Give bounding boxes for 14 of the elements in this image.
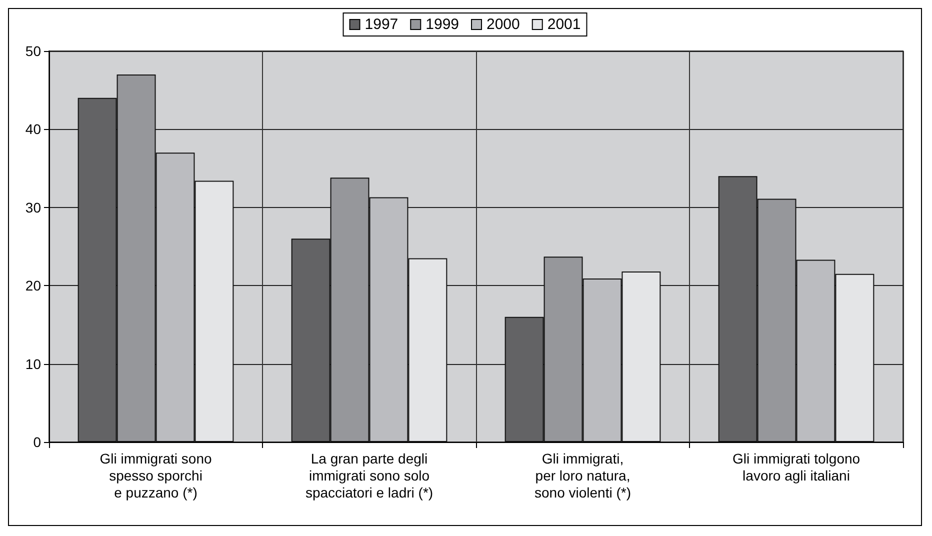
y-tick-label: 40 (25, 121, 42, 138)
legend-label: 2000 (486, 16, 520, 33)
x-tick-label: Gli immigrati sono spesso sporchi e puzzano (*) (100, 450, 212, 500)
legend-label: 1999 (426, 16, 460, 33)
x-tick-label: Gli immigrati tolgono lavoro agli italiani (732, 450, 860, 484)
y-tick-label: 30 (25, 199, 42, 216)
y-tick-label: 20 (25, 278, 42, 294)
x-tick-label: La gran parte degli immigrati sono solo spacciatori e ladri (*) (305, 450, 434, 500)
y-tick-label: 0 (33, 434, 42, 450)
y-tick-label: 50 (25, 43, 42, 59)
legend-label: 2001 (547, 16, 581, 33)
x-tick-label: Gli immigrati, per loro natura, sono violenti (*) (534, 450, 631, 500)
legend-label: 1997 (364, 16, 398, 33)
y-tick-label: 10 (25, 356, 42, 372)
